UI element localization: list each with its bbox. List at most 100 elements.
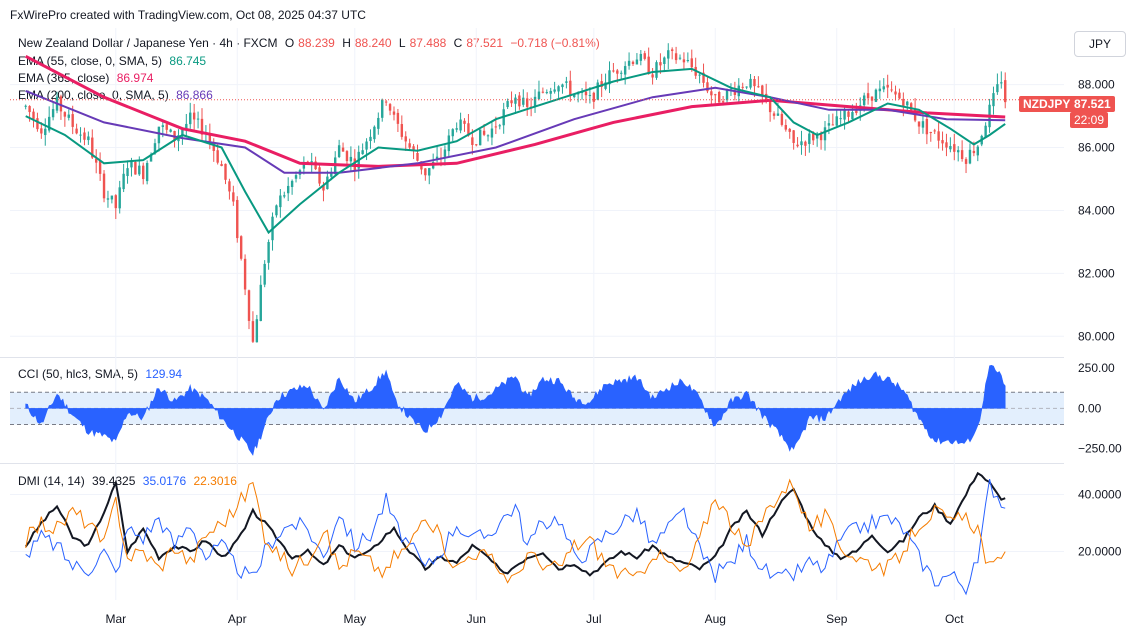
ema200-legend[interactable]: EMA (200, close, 0, SMA, 5) 86.866 [18,88,217,102]
candle-body [714,94,717,96]
candle-body [145,162,149,182]
candle-body [345,151,349,162]
dmi-label: DMI (14, 14) [18,474,85,488]
candle-body [498,125,501,127]
candle-body [667,50,670,59]
candle-body [788,128,791,132]
candle-body [83,132,86,140]
pane-divider-2[interactable] [0,463,1064,464]
main-legend: New Zealand Dollar / Japanese Yen · 4h ·… [18,36,604,50]
ema365-line [25,54,1006,168]
candle-body [106,198,110,200]
cci-tick-label: 0.00 [1078,401,1102,415]
candle-body [772,113,776,116]
low-value: L 87.488 [398,36,447,50]
candle-body [243,258,247,290]
ema55-legend[interactable]: EMA (55, close, 0, SMA, 5) 86.745 [18,54,210,68]
candle-body [592,92,596,102]
cci-label: CCI (50, hlc3, SMA, 5) [18,367,139,381]
candle-body [318,167,321,184]
cci-tick-label: 250.00 [1078,361,1115,375]
candle-body [232,192,235,202]
candle-body [424,168,427,176]
candle-body [600,81,603,87]
candle-body [236,199,239,239]
candle-body [972,150,976,154]
candle-body [604,82,607,89]
candle-body [812,133,815,141]
candle-body [459,119,462,131]
candle-body [710,91,713,96]
dmi-plus_di-line [25,478,1006,596]
ema365-value: 86.974 [116,71,154,85]
candle-body [102,173,106,199]
candle-body [706,82,709,92]
candle-body [933,130,936,132]
candle-body [75,128,78,134]
candle-body [384,101,388,103]
candle-body [478,129,482,146]
candle-body [796,144,799,147]
x-tick-label: Oct [945,612,964,626]
candle-body [968,149,972,164]
candle-body [549,90,552,94]
candle-body [784,125,788,130]
candle-body [114,195,117,209]
ema55-label: EMA (55, close, 0, SMA, 5) [18,54,163,68]
cci-histogram [25,364,1006,456]
candle-body [929,131,932,133]
last-price-tag: 87.521 [1070,96,1115,112]
candle-body [185,123,188,130]
candle-body [545,92,548,94]
candle-body [91,137,94,158]
cci-legend[interactable]: CCI (50, hlc3, SMA, 5) 129.94 [18,367,186,381]
candle-body [917,121,921,127]
candle-body [902,98,905,108]
candle-body [181,129,184,135]
candle-body [890,89,893,91]
candle-body [949,146,952,150]
candle-body [725,89,729,101]
candle-body [95,158,98,163]
candle-body [153,143,157,154]
candle-body [976,146,979,156]
candle-body [286,185,290,194]
pane-divider-1[interactable] [0,357,1064,358]
candle-body [267,242,270,263]
x-tick-label: Jun [467,612,486,626]
candle-body [984,125,987,138]
candle-body [996,84,999,93]
candle-body [228,181,231,192]
bar-countdown-tag: 22:09 [1070,112,1109,128]
currency-button[interactable]: JPY [1074,31,1126,57]
ema55-line [25,67,1006,235]
dmi-adx-line [24,471,1006,577]
candle-body [862,95,866,106]
candle-body [361,150,364,155]
ema365-legend[interactable]: EMA (365, close) 86.974 [18,71,157,85]
candle-body [126,168,129,177]
candle-body [482,130,486,135]
y-tick-label: 86.000 [1078,141,1115,155]
candle-body [349,156,353,162]
candle-body [71,114,74,127]
candle-body [682,59,686,63]
candle-body [882,86,885,90]
candle-body [670,49,674,52]
candle-body [494,126,498,128]
candle-body [655,62,658,78]
candle-body [118,187,121,209]
candle-body [804,141,807,146]
dmi-minus_di-line [25,478,1006,584]
symbol-title[interactable]: New Zealand Dollar / Japanese Yen · 4h ·… [18,36,278,50]
candle-body [573,94,576,98]
dmi-legend[interactable]: DMI (14, 14) 39.4325 35.0176 22.3016 [18,474,241,488]
candle-body [463,120,466,124]
candle-body [945,142,948,148]
dmi-tick-label: 40.0000 [1078,488,1122,502]
candle-body [263,263,266,285]
candle-body [749,78,752,88]
candle-body [216,150,219,163]
candle-body [906,101,909,106]
